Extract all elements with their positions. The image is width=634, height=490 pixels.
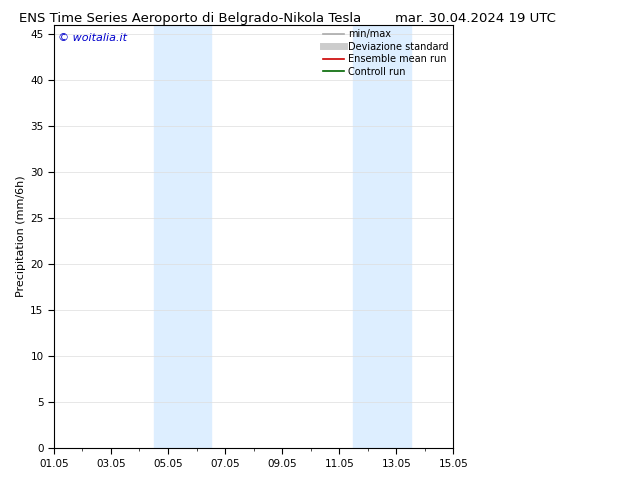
Bar (153, 24, 210, 448)
Bar (354, 24, 411, 448)
Text: ENS Time Series Aeroporto di Belgrado-Nikola Tesla: ENS Time Series Aeroporto di Belgrado-Ni… (19, 12, 361, 25)
Legend: min/max, Deviazione standard, Ensemble mean run, Controll run: min/max, Deviazione standard, Ensemble m… (323, 29, 448, 76)
Y-axis label: Precipitation (mm/6h): Precipitation (mm/6h) (16, 175, 26, 297)
Text: © woitalia.it: © woitalia.it (58, 33, 127, 43)
Text: mar. 30.04.2024 19 UTC: mar. 30.04.2024 19 UTC (395, 12, 556, 25)
